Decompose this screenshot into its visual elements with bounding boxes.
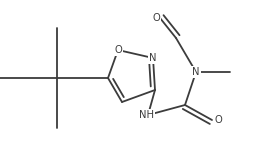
- Text: O: O: [152, 13, 160, 23]
- Text: N: N: [149, 53, 157, 63]
- Text: O: O: [114, 45, 122, 55]
- Text: NH: NH: [139, 110, 153, 120]
- Text: O: O: [214, 115, 222, 125]
- Text: N: N: [192, 67, 200, 77]
